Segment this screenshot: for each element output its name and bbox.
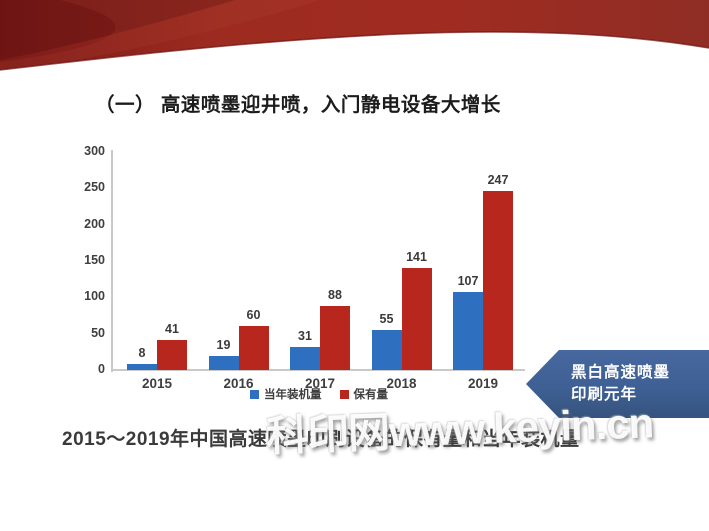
chart-legend: 当年装机量 保有量 [113,386,525,402]
bar-当年装机量-2017 [290,347,320,370]
chart-caption: 2015～2019年中国高速喷墨印刷设备的保有量和当年装机量 [62,429,580,450]
x-axis-category-label: 2016 [223,376,254,391]
legend-item: 保有量 [339,386,389,402]
x-axis-category-label: 2015 [141,376,173,391]
bar-value-label: 60 [246,308,261,323]
bar-保有量-2016 [238,326,269,370]
bar-保有量-2017 [320,306,350,370]
legend-label: 当年装机量 [264,389,322,401]
y-axis-tick-label: 150 [84,253,105,267]
legend-marker-icon [339,389,349,399]
callout-text: 黑白高速喷墨 印刷元年 [526,350,709,405]
bar-value-label: 55 [379,312,394,327]
bar-value-label: 41 [165,322,179,337]
y-axis-tick-label: 100 [84,289,105,304]
x-axis-category-label: 2017 [304,376,336,391]
bar-当年装机量-2015 [127,364,157,370]
y-axis-line [111,150,113,372]
top-red-ribbon-decoration [0,0,709,71]
x-axis-category-label: 2018 [386,376,417,391]
legend-label: 保有量 [353,389,389,401]
bar-保有量-2015 [157,340,187,370]
x-axis-category-label: 2019 [467,376,499,391]
bar-当年装机量-2018 [371,330,402,370]
bar-value-label: 31 [298,329,312,344]
bar-当年装机量-2019 [453,292,483,370]
bar-当年装机量-2016 [208,356,239,370]
bar-value-label: 19 [216,338,231,353]
callout-line2: 印刷元年 [571,385,638,403]
legend-item: 当年装机量 [250,386,322,402]
bar-value-label: 107 [457,274,479,289]
y-axis-tick-label: 0 [98,362,105,376]
callout-arrow: 黑白高速喷墨 印刷元年 [526,350,709,418]
y-axis-tick-label: 50 [91,325,105,340]
y-axis-tick-label: 250 [84,180,105,195]
bar-value-label: 247 [487,172,509,187]
bar-value-label: 141 [406,249,427,264]
legend-marker-icon [250,389,259,399]
bar-value-label: 8 [138,346,146,361]
callout-line1: 黑白高速喷墨 [571,364,671,381]
bar-保有量-2019 [483,190,513,370]
bar-value-label: 88 [328,288,342,303]
slide-title: （一） 高速喷墨迎井喷，入门静电设备大增长 [95,94,501,116]
bar-保有量-2018 [401,267,432,370]
x-axis-line [111,369,525,371]
y-axis-tick-label: 300 [84,144,105,158]
y-axis-tick-label: 200 [84,216,105,231]
